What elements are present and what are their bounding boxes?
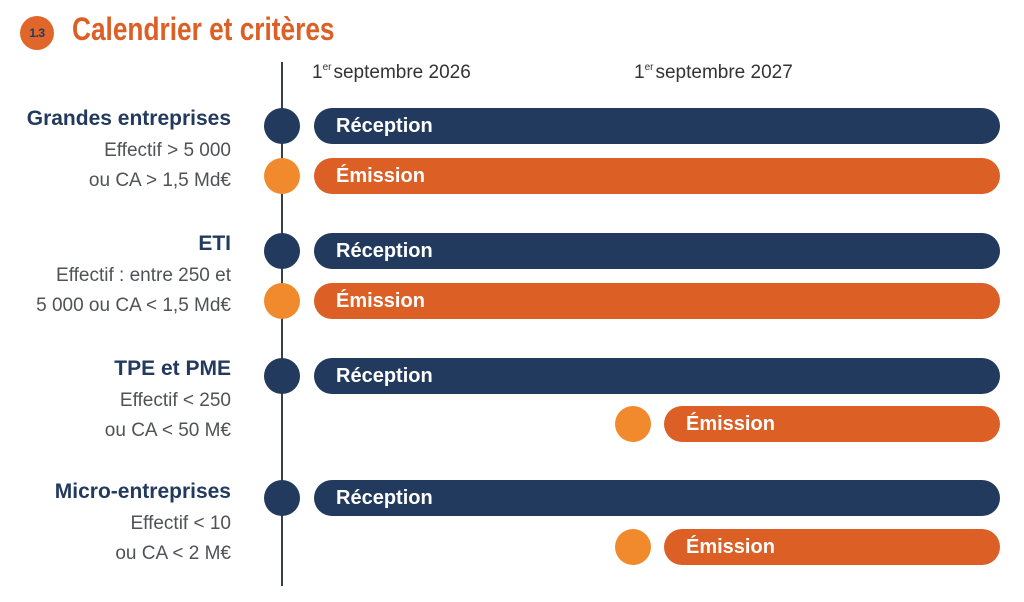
group-criteria-line: 5 000 ou CA < 1,5 Md€ (36, 295, 231, 316)
reception-bar: Réception (314, 480, 1000, 516)
emission-milestone-dot (615, 406, 651, 442)
group-name-grandes-entreprises: Grandes entreprises (26, 107, 231, 130)
group-criteria-line: ou CA < 2 M€ (115, 543, 231, 564)
section-number-badge: 1.3 (20, 16, 54, 50)
emission-milestone-dot (264, 158, 300, 194)
group-name-eti: ETI (198, 232, 231, 255)
group-name-micro-entreprises: Micro-entreprises (54, 480, 231, 503)
emission-bar: Émission (314, 283, 1000, 319)
emission-bar: Émission (314, 158, 1000, 194)
date-label-2026: 1er septembre 2026 (312, 62, 471, 83)
group-criteria-line: Effectif : entre 250 et (56, 265, 231, 286)
group-criteria-line: Effectif < 250 (119, 390, 231, 411)
timeline-axis (281, 62, 283, 586)
reception-milestone-dot (264, 480, 300, 516)
reception-milestone-dot (264, 108, 300, 144)
date-label-2027: 1er septembre 2027 (634, 62, 793, 83)
reception-milestone-dot (264, 233, 300, 269)
reception-bar: Réception (314, 233, 1000, 269)
group-name-tpe-pme: TPE et PME (114, 357, 231, 380)
emission-milestone-dot (264, 283, 300, 319)
reception-bar: Réception (314, 358, 1000, 394)
reception-bar: Réception (314, 108, 1000, 144)
group-criteria-line: Effectif > 5 000 (104, 140, 231, 161)
group-criteria-line: ou CA > 1,5 Md€ (88, 170, 231, 191)
group-criteria-line: ou CA < 50 M€ (104, 420, 231, 441)
emission-bar: Émission (664, 529, 1000, 565)
group-criteria-line: Effectif < 10 (130, 513, 231, 534)
page-title: Calendrier et critères (72, 11, 335, 47)
emission-bar: Émission (664, 406, 1000, 442)
reception-milestone-dot (264, 358, 300, 394)
emission-milestone-dot (615, 529, 651, 565)
